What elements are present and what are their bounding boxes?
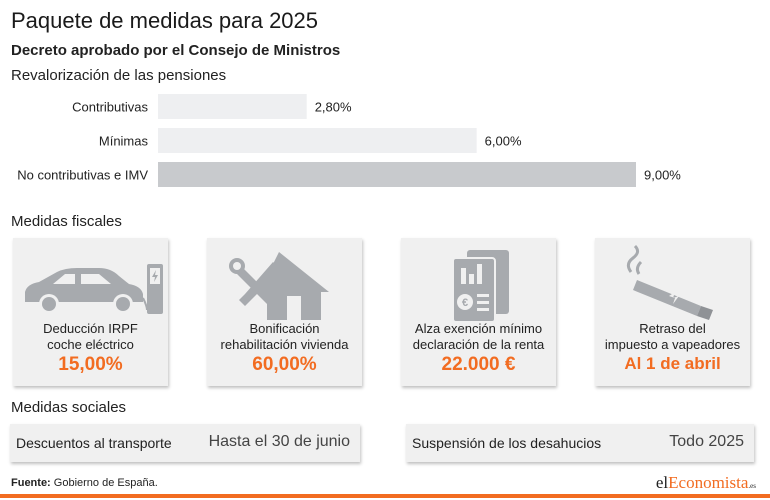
bar [158,162,636,187]
fiscal-card-label: Deducción IRPF coche eléctrico [43,321,138,352]
fiscal-card-vape: Retraso del impuesto a vapeadores Al 1 d… [595,238,750,386]
electric-car-icon [25,264,163,314]
bar-value-label: 6,00% [485,134,522,149]
fiscal-card-housing: Bonificación rehabilitación vivienda 60,… [207,238,362,386]
fiscal-card-value: 60,00% [252,354,317,375]
bar [158,94,307,119]
vape-icon [626,244,713,320]
fiscal-card-label: Alza exención mínimo declaración de la r… [412,321,545,352]
bar-category-label: No contributivas e IMV [17,168,148,183]
fiscal-card-label: Bonificación rehabilitación vivienda [220,321,349,352]
pensions-bar-chart: Contributivas 2,80% Mínimas 6,00% No contrib… [17,94,681,187]
fiscal-card-label: Retraso del impuesto a vapeadores [604,321,741,352]
social-item-label: Suspensión de los desahucios [412,435,602,451]
social-item-evictions: Suspensión de los desahucios Todo 2025 [406,424,754,462]
publisher-logo: elEconomista.es [655,473,756,492]
social-item-label: Descuentos al transporte [16,435,172,451]
bottom-accent-rule [0,494,770,498]
bar-value-label: 9,00% [644,168,681,183]
bar-category-label: Contributivas [72,100,148,115]
social-item-transport: Descuentos al transporte Hasta el 30 de … [10,424,360,462]
fiscal-card-value: 15,00% [58,354,123,375]
house-tools-icon [229,252,329,320]
pensions-section-title: Revalorización de las pensiones [11,67,227,84]
svg-text:€: € [462,297,468,309]
page-subtitle: Decreto aprobado por el Consejo de Minis… [11,42,341,59]
source-note: Fuente: Gobierno de España. [11,477,158,489]
fiscal-card-tax: € Alza exención mínimo declaración de la… [401,238,556,386]
tax-document-icon: € [452,250,509,323]
bar [158,128,477,153]
fiscal-section-title: Medidas fiscales [11,213,122,230]
page-title: Paquete de medidas para 2025 [11,8,319,33]
bar-category-label: Mínimas [99,134,149,149]
fiscal-card-value: Al 1 de abril [624,354,721,373]
social-item-value: Todo 2025 [669,433,744,450]
fiscal-card-value: 22.000 € [441,354,516,375]
social-item-value: Hasta el 30 de junio [208,433,350,450]
bar-value-label: 2,80% [315,100,352,115]
fiscal-card-electric-car: Deducción IRPF coche eléctrico 15,00% [13,238,168,386]
social-section-title: Medidas sociales [11,399,127,416]
